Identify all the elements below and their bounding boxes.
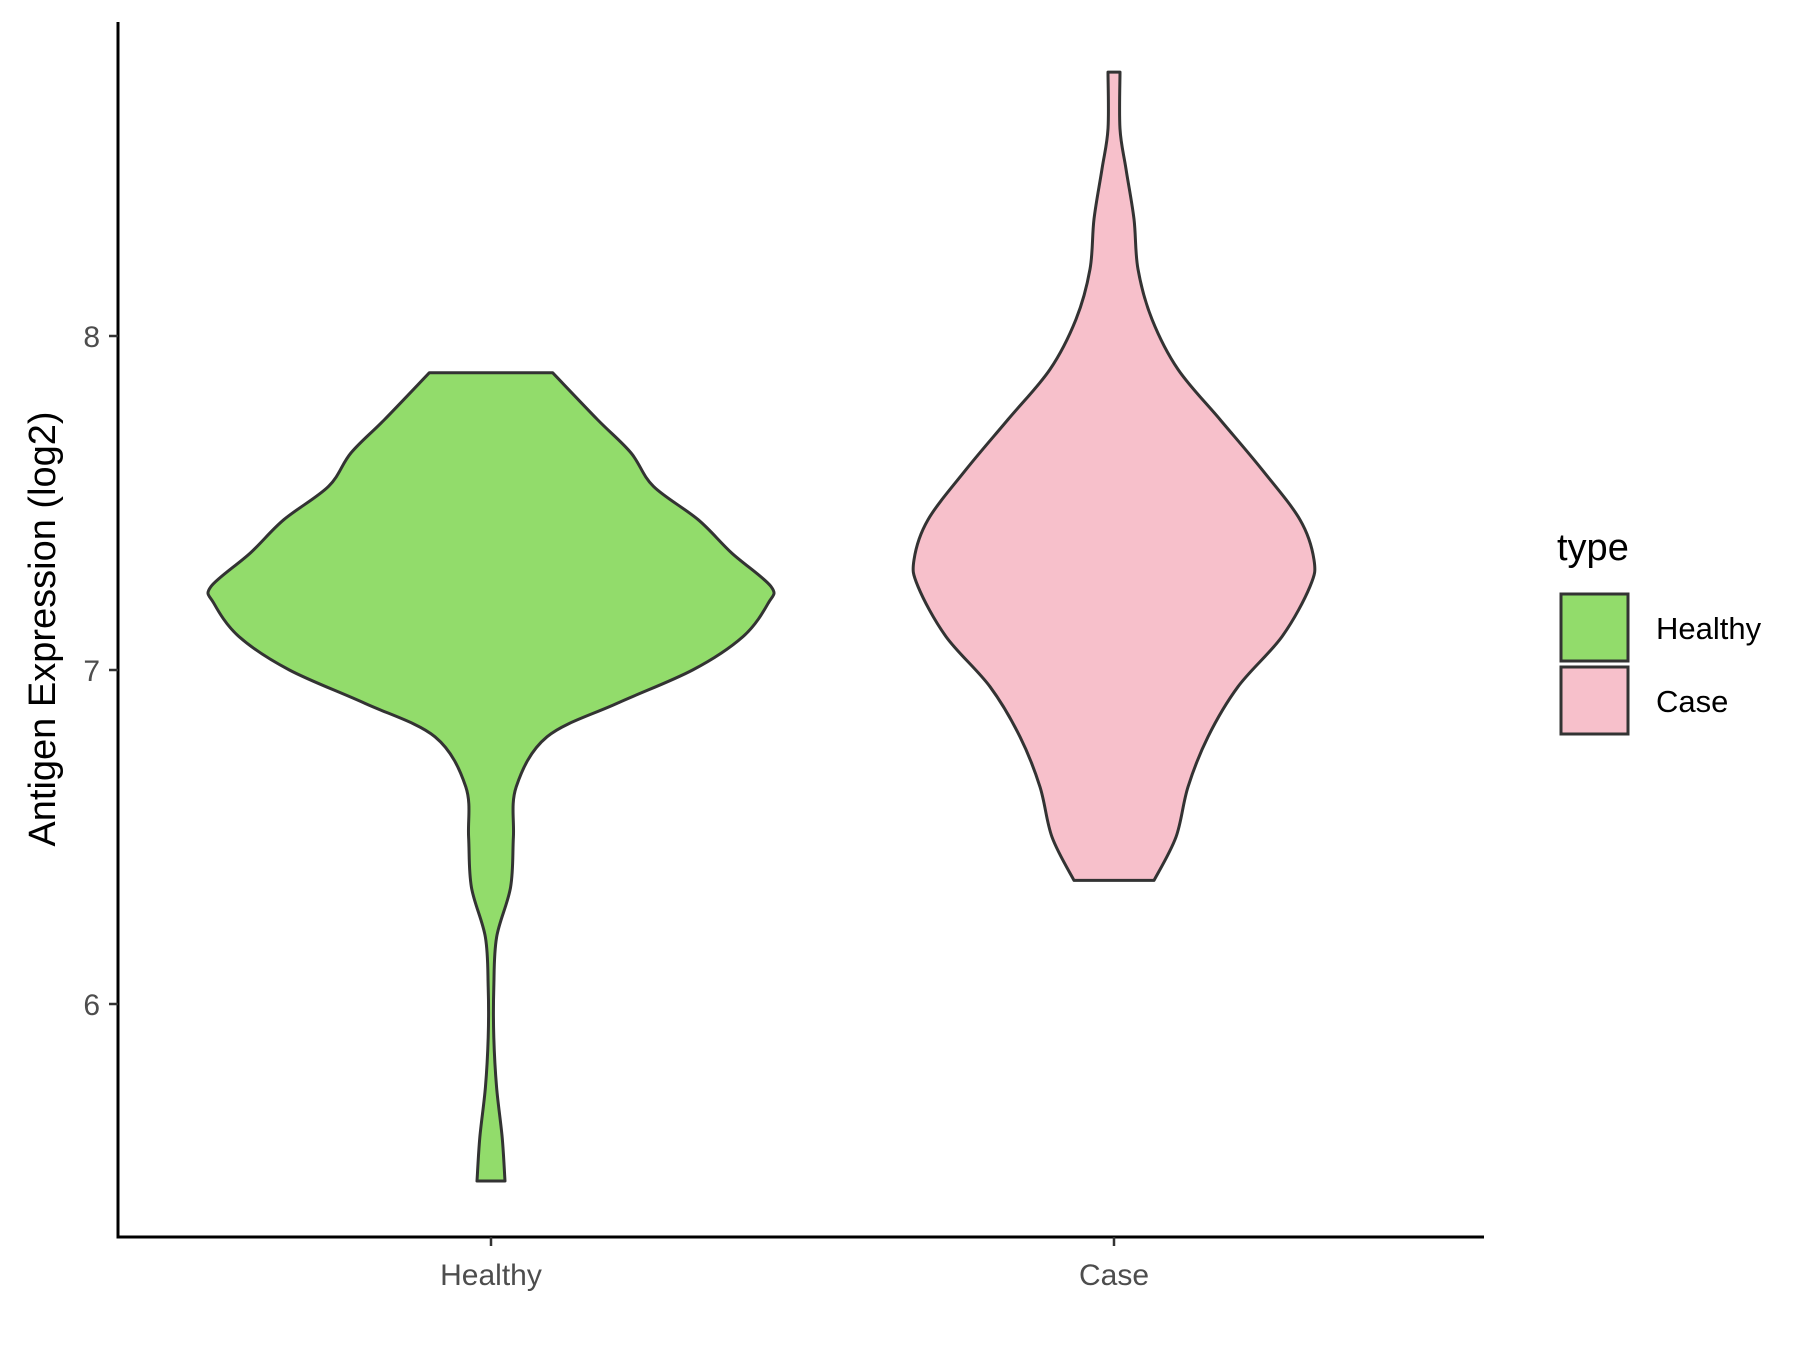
x-tick-label-case: Case — [1079, 1259, 1149, 1292]
legend: type Healthy Case — [1557, 527, 1762, 736]
legend-label-healthy: Healthy — [1656, 611, 1762, 646]
legend-items: Healthy Case — [1559, 592, 1762, 736]
y-tick-label: 8 — [83, 321, 100, 354]
legend-key-case — [1559, 665, 1630, 736]
y-axis-title: Antigen Expression (log2) — [22, 411, 64, 846]
x-tick-label-healthy: Healthy — [440, 1259, 542, 1292]
legend-label-case: Case — [1656, 684, 1728, 719]
x-axis-ticks: Healthy Case — [440, 1237, 1149, 1292]
y-tick-label: 7 — [83, 655, 100, 688]
y-axis-ticks: 6 7 8 — [83, 321, 118, 1022]
violins — [206, 70, 1317, 1183]
plot-area: 6 7 8 Healthy Case — [83, 22, 1484, 1292]
legend-key-healthy — [1559, 592, 1630, 663]
legend-title: type — [1557, 527, 1629, 569]
y-tick-label: 6 — [83, 989, 100, 1022]
violin-case — [911, 70, 1317, 882]
violin-healthy — [206, 371, 776, 1183]
